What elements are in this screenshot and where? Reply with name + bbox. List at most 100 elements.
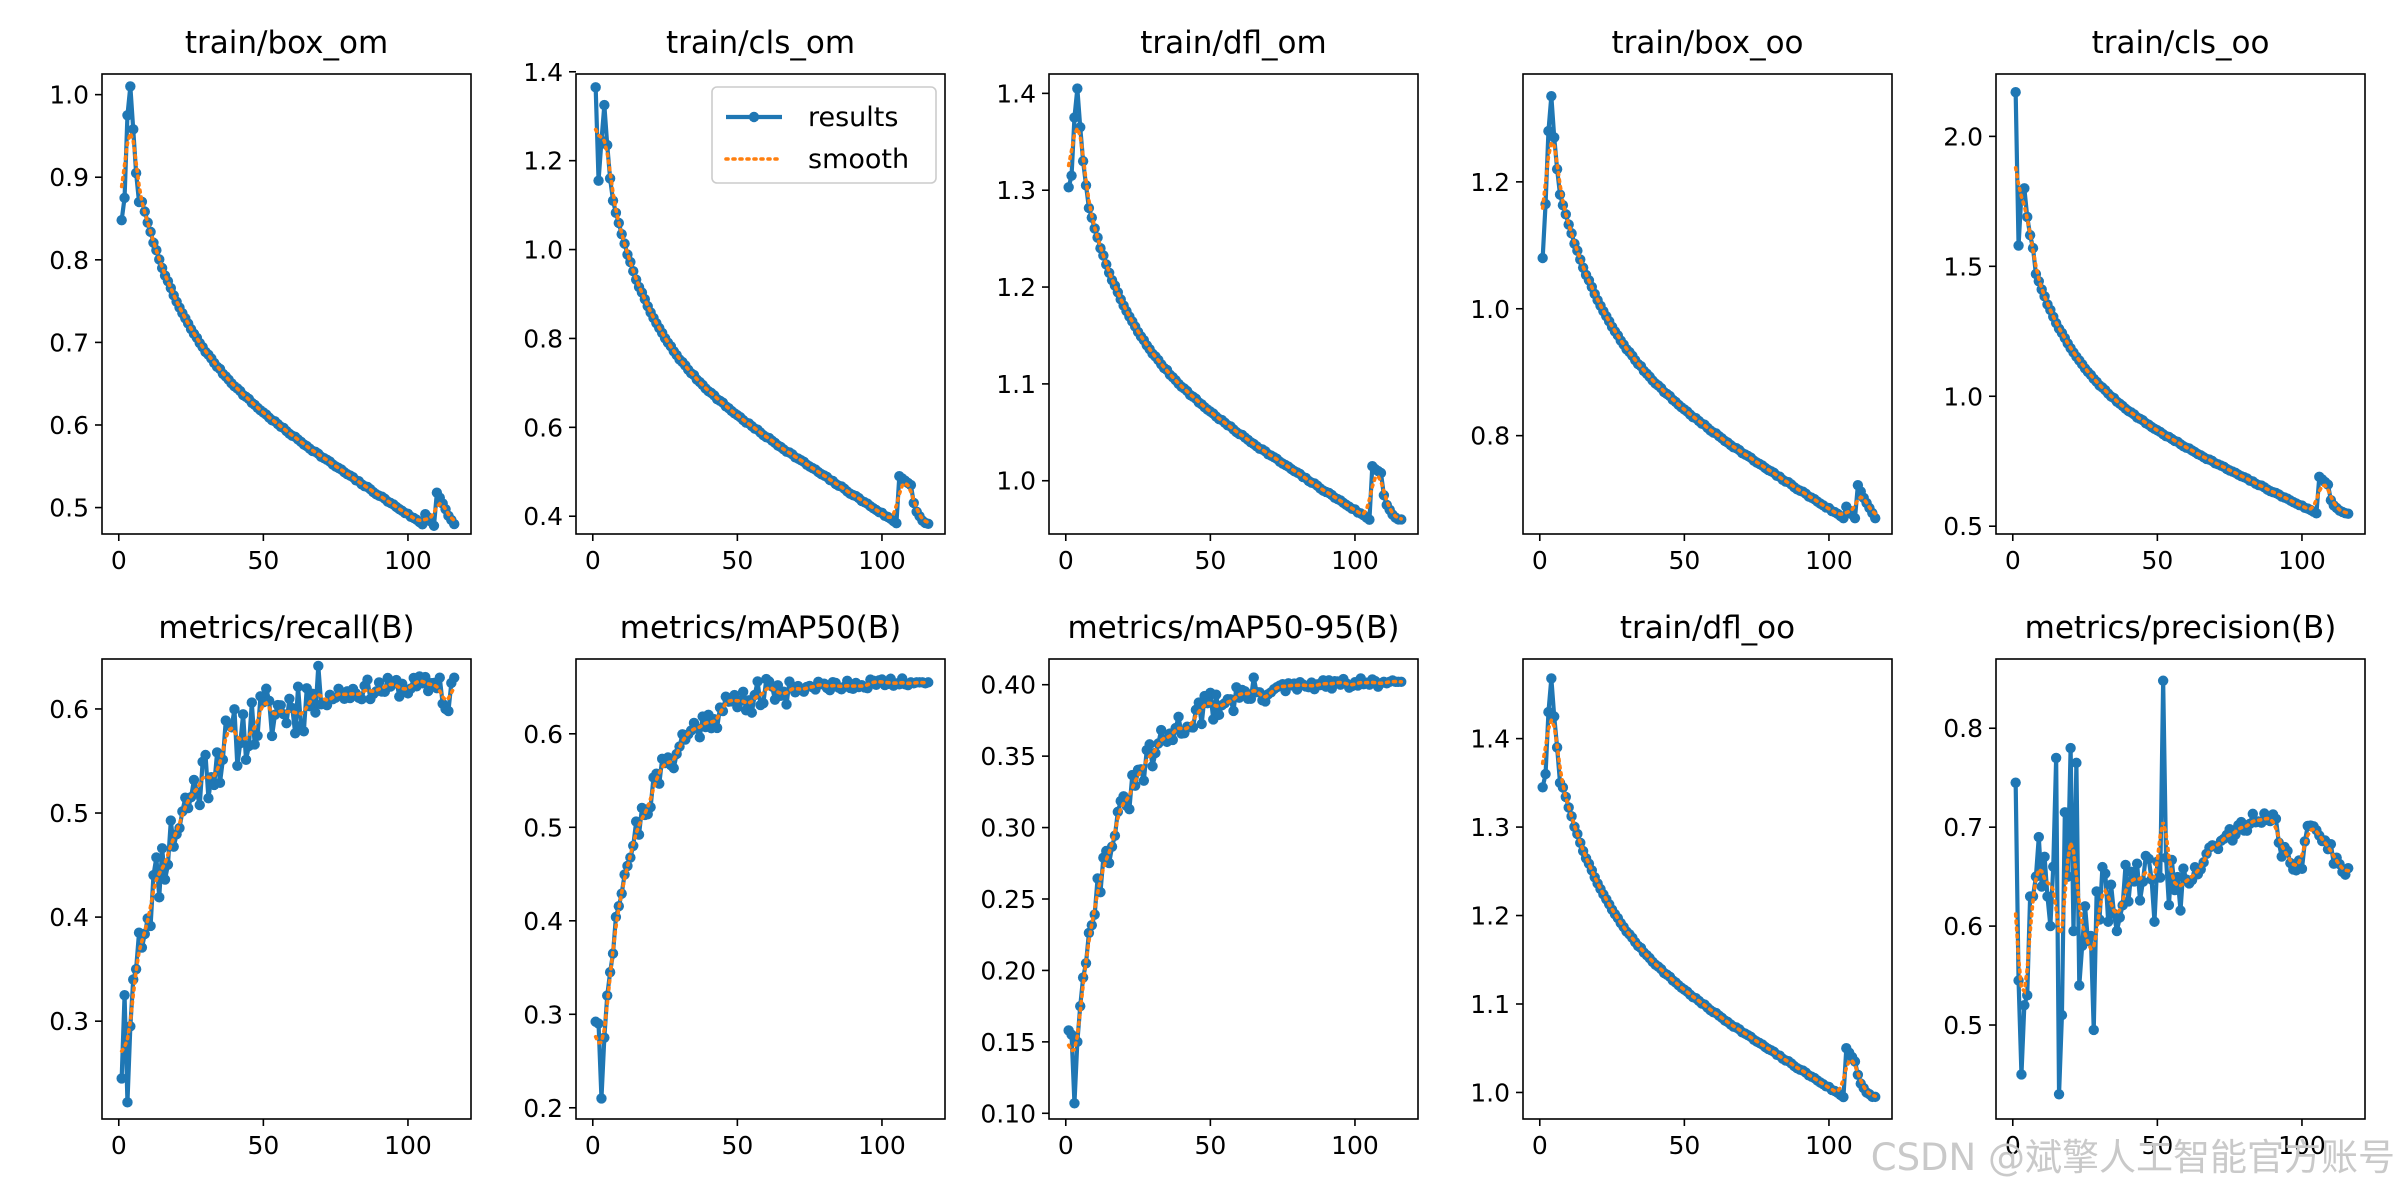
y-tick-label: 0.4 <box>49 903 89 932</box>
results-point <box>211 747 223 758</box>
y-tick-label: 1.3 <box>996 176 1036 205</box>
y-tick-label: 0.9 <box>49 163 89 192</box>
results-point <box>2036 881 2047 892</box>
results-point <box>122 110 133 121</box>
results-point <box>1210 689 1222 700</box>
results-point <box>694 732 705 743</box>
plot-area <box>2010 86 2354 519</box>
subplot-2: train/cls_om 0.4 0.6 0.8 1.0 1.2 1.4 0 50 100 resu… <box>523 25 946 575</box>
results-point <box>2163 899 2175 911</box>
x-tick-label: 0 <box>1058 546 1074 575</box>
results-point <box>2088 1024 2099 1036</box>
results-point <box>2045 920 2056 932</box>
results-point <box>2155 872 2166 883</box>
results-point <box>2247 808 2258 820</box>
y-tick-label: 1.3 <box>1470 813 1510 842</box>
x-tick-label: 0 <box>1058 1131 1074 1160</box>
results-point <box>2019 1000 2030 1011</box>
y-tick-label: 0.20 <box>980 956 1036 985</box>
x-tick-label: 100 <box>858 546 906 575</box>
subplot-1: train/box_om 0.5 0.6 0.7 0.8 0.9 1.0 0 50 100 <box>49 25 472 575</box>
results-point <box>443 705 454 717</box>
results-point <box>1196 718 1207 730</box>
axes-frame <box>101 658 472 1120</box>
results-point <box>2126 866 2137 878</box>
plot-area <box>590 673 934 1104</box>
results-point <box>194 799 205 811</box>
x-tick-label: 100 <box>858 1131 906 1160</box>
results-point <box>145 920 156 932</box>
x-tick-label: 50 <box>721 546 753 575</box>
results-point <box>449 518 460 530</box>
y-tick-label: 2.0 <box>1943 122 1983 151</box>
y-tick-label: 0.8 <box>1470 422 1510 451</box>
results-point <box>2311 508 2322 519</box>
results-point <box>200 749 211 761</box>
y-tick-label: 0.6 <box>523 413 563 442</box>
results-point <box>203 792 214 804</box>
y-tick-label: 0.5 <box>49 494 89 523</box>
results-point <box>1144 739 1155 750</box>
results-point <box>2016 1069 2027 1080</box>
results-point <box>2071 757 2082 769</box>
results-point <box>188 774 200 786</box>
results-point <box>1537 252 1548 264</box>
results-point <box>2042 891 2053 902</box>
results-point <box>1549 132 1560 143</box>
y-tick-label: 1.2 <box>1470 168 1510 197</box>
results-point <box>2178 863 2189 874</box>
results-point <box>1066 1029 1077 1040</box>
y-tick-label: 0.5 <box>1943 1011 1983 1040</box>
x-tick-label: 50 <box>1194 1131 1226 1160</box>
y-tick-label: 1.0 <box>523 236 563 265</box>
results-point <box>2172 871 2183 883</box>
legend-label-results: results <box>808 102 898 133</box>
results-point <box>1173 711 1184 723</box>
y-tick-label: 1.0 <box>996 467 1036 496</box>
results-point <box>758 697 769 709</box>
results-point <box>2325 839 2337 850</box>
results-point <box>2103 916 2114 927</box>
y-tick-label: 1.1 <box>996 370 1036 399</box>
x-tick-label: 100 <box>384 1131 432 1160</box>
y-tick-label: 0.40 <box>980 671 1036 700</box>
results-point <box>2074 980 2085 991</box>
subplot-title: train/box_om <box>185 25 388 61</box>
plot-area <box>116 660 460 1108</box>
results-point <box>2131 858 2143 869</box>
x-tick-label: 0 <box>585 546 601 575</box>
results-point <box>356 693 367 705</box>
results-point <box>2105 879 2117 890</box>
y-tick-label: 0.8 <box>523 324 563 353</box>
x-tick-label: 100 <box>2278 1131 2326 1160</box>
y-tick-label: 0.4 <box>523 502 563 531</box>
smooth-line <box>1540 138 1878 517</box>
y-tick-label: 0.10 <box>980 1099 1036 1128</box>
axes-frame <box>101 73 472 535</box>
legend-results-marker <box>748 111 760 123</box>
results-point <box>136 196 148 207</box>
results-point <box>116 214 127 226</box>
results-point <box>2123 896 2134 907</box>
x-tick-label: 0 <box>111 546 127 575</box>
y-tick-label: 1.0 <box>49 81 89 110</box>
results-point <box>281 718 292 729</box>
y-tick-label: 0.7 <box>49 328 89 357</box>
results-point <box>599 99 610 111</box>
axes-frame <box>1522 73 1893 535</box>
y-tick-label: 1.2 <box>1470 902 1510 931</box>
subplot-10: metrics/precision(B) 0.5 0.6 0.7 0.8 0 50 100 <box>1943 610 2366 1160</box>
x-tick-label: 100 <box>1331 1131 1379 1160</box>
results-point <box>596 1093 607 1104</box>
x-tick-label: 0 <box>1532 546 1548 575</box>
results-point <box>2120 859 2131 871</box>
results-point <box>2059 807 2071 818</box>
results-point <box>394 691 405 702</box>
y-tick-label: 1.1 <box>1470 990 1510 1019</box>
subplot-title: metrics/precision(B) <box>2025 610 2337 646</box>
results-point <box>2050 752 2062 764</box>
smooth-line <box>2013 166 2351 515</box>
results-point <box>266 730 278 742</box>
results-point <box>1069 1098 1080 1109</box>
results-point <box>449 672 460 683</box>
